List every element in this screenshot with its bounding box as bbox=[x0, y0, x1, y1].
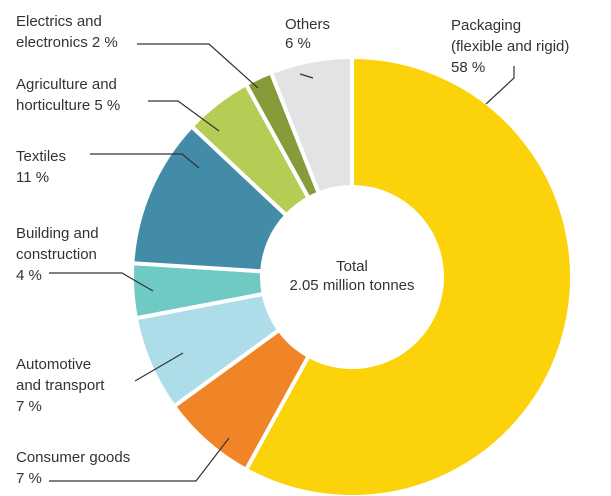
leader-line-agriculture-horticulture bbox=[148, 100, 220, 132]
label-packaging-line1: Packaging bbox=[451, 17, 521, 34]
label-electrics-electronics-line1: Electrics and bbox=[16, 13, 102, 30]
label-building-construction-line3: 4 % bbox=[16, 267, 42, 284]
label-building-construction-line2: construction bbox=[16, 246, 97, 263]
center-label-line2: 2.05 million tonnes bbox=[289, 277, 414, 294]
label-packaging-line2: (flexible and rigid) bbox=[451, 38, 569, 55]
slice-packaging bbox=[243, 54, 574, 496]
label-consumer-goods-line2: 7 % bbox=[16, 470, 42, 487]
label-agriculture-horticulture-line2: horticulture 5 % bbox=[16, 97, 120, 114]
leader-line-consumer-goods bbox=[49, 437, 230, 482]
label-textiles-line1: Textiles bbox=[16, 148, 66, 165]
leader-line-packaging bbox=[485, 66, 515, 105]
slice-others bbox=[268, 54, 354, 196]
label-building-construction-line1: Building and bbox=[16, 225, 99, 242]
label-agriculture-horticulture-line1: Agriculture and bbox=[16, 76, 117, 93]
label-automotive-transport-line1: Automotive bbox=[16, 356, 91, 373]
leader-line-electrics-electronics bbox=[137, 43, 259, 89]
slice-textiles bbox=[130, 123, 290, 274]
label-packaging-line3: 58 % bbox=[451, 59, 485, 76]
label-electrics-electronics-line2: electronics 2 % bbox=[16, 34, 118, 51]
center-label-line1: Total bbox=[336, 258, 368, 275]
label-consumer-goods-line1: Consumer goods bbox=[16, 449, 130, 466]
label-others-line1: Others bbox=[285, 16, 330, 33]
leader-line-automotive-transport bbox=[134, 352, 184, 382]
label-others-line2: 6 % bbox=[285, 35, 311, 52]
leader-line-others bbox=[299, 73, 314, 79]
leader-line-textiles bbox=[90, 153, 200, 169]
label-textiles-line2: 11 % bbox=[16, 169, 49, 186]
label-automotive-transport-line3: 7 % bbox=[16, 398, 42, 415]
label-automotive-transport-line2: and transport bbox=[16, 377, 105, 394]
leader-line-building-construction bbox=[49, 272, 154, 292]
